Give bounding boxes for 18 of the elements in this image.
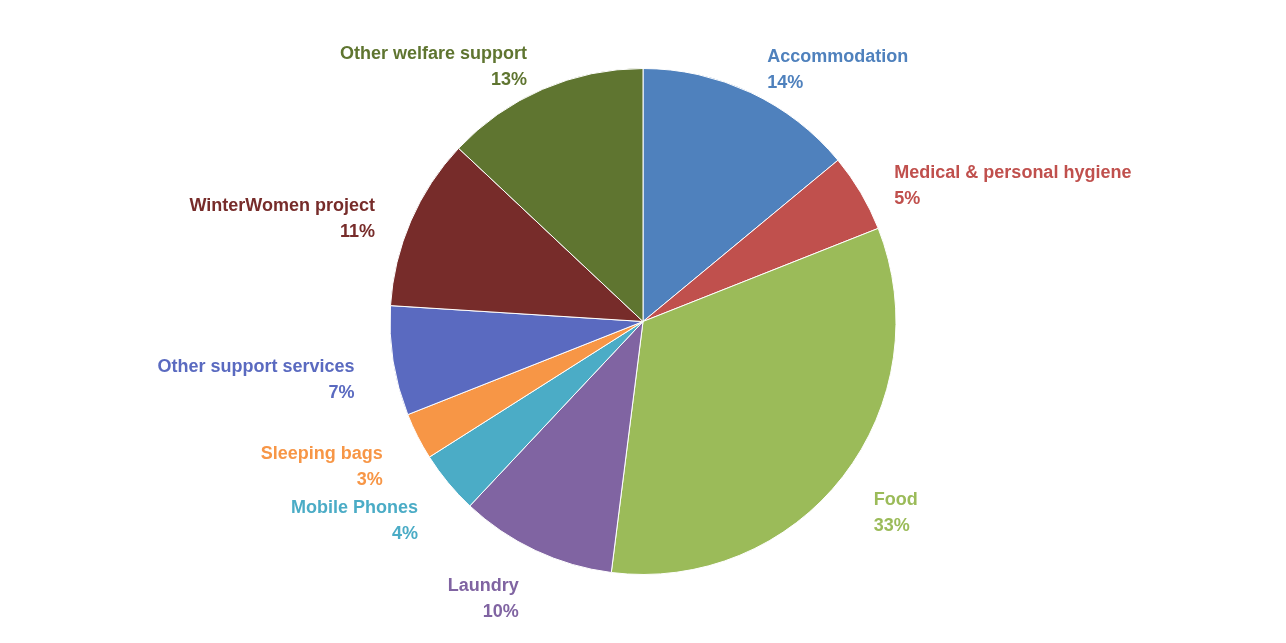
slice-label: Other welfare support bbox=[340, 42, 528, 63]
data-label: 11% bbox=[339, 220, 376, 241]
data-label: 14% bbox=[767, 72, 804, 93]
slice-label: Accommodation bbox=[767, 46, 909, 67]
data-label: 5% bbox=[894, 187, 921, 208]
data-label: 4% bbox=[391, 522, 419, 543]
slice-label: WinterWomen project bbox=[189, 194, 376, 215]
data-label: 7% bbox=[328, 382, 355, 403]
slice-label: Medical & personal hygiene bbox=[894, 161, 1132, 182]
data-label: 3% bbox=[356, 469, 383, 490]
data-label: 10% bbox=[482, 600, 519, 621]
slice-label: Food bbox=[873, 489, 918, 510]
slice-label: Laundry bbox=[447, 574, 519, 595]
slice-label: Other support services bbox=[157, 356, 355, 377]
data-label: 33% bbox=[873, 515, 910, 536]
data-label: 13% bbox=[491, 68, 528, 89]
slice-label: Mobile Phones bbox=[290, 496, 419, 517]
slice-label: Sleeping bags bbox=[260, 443, 383, 464]
